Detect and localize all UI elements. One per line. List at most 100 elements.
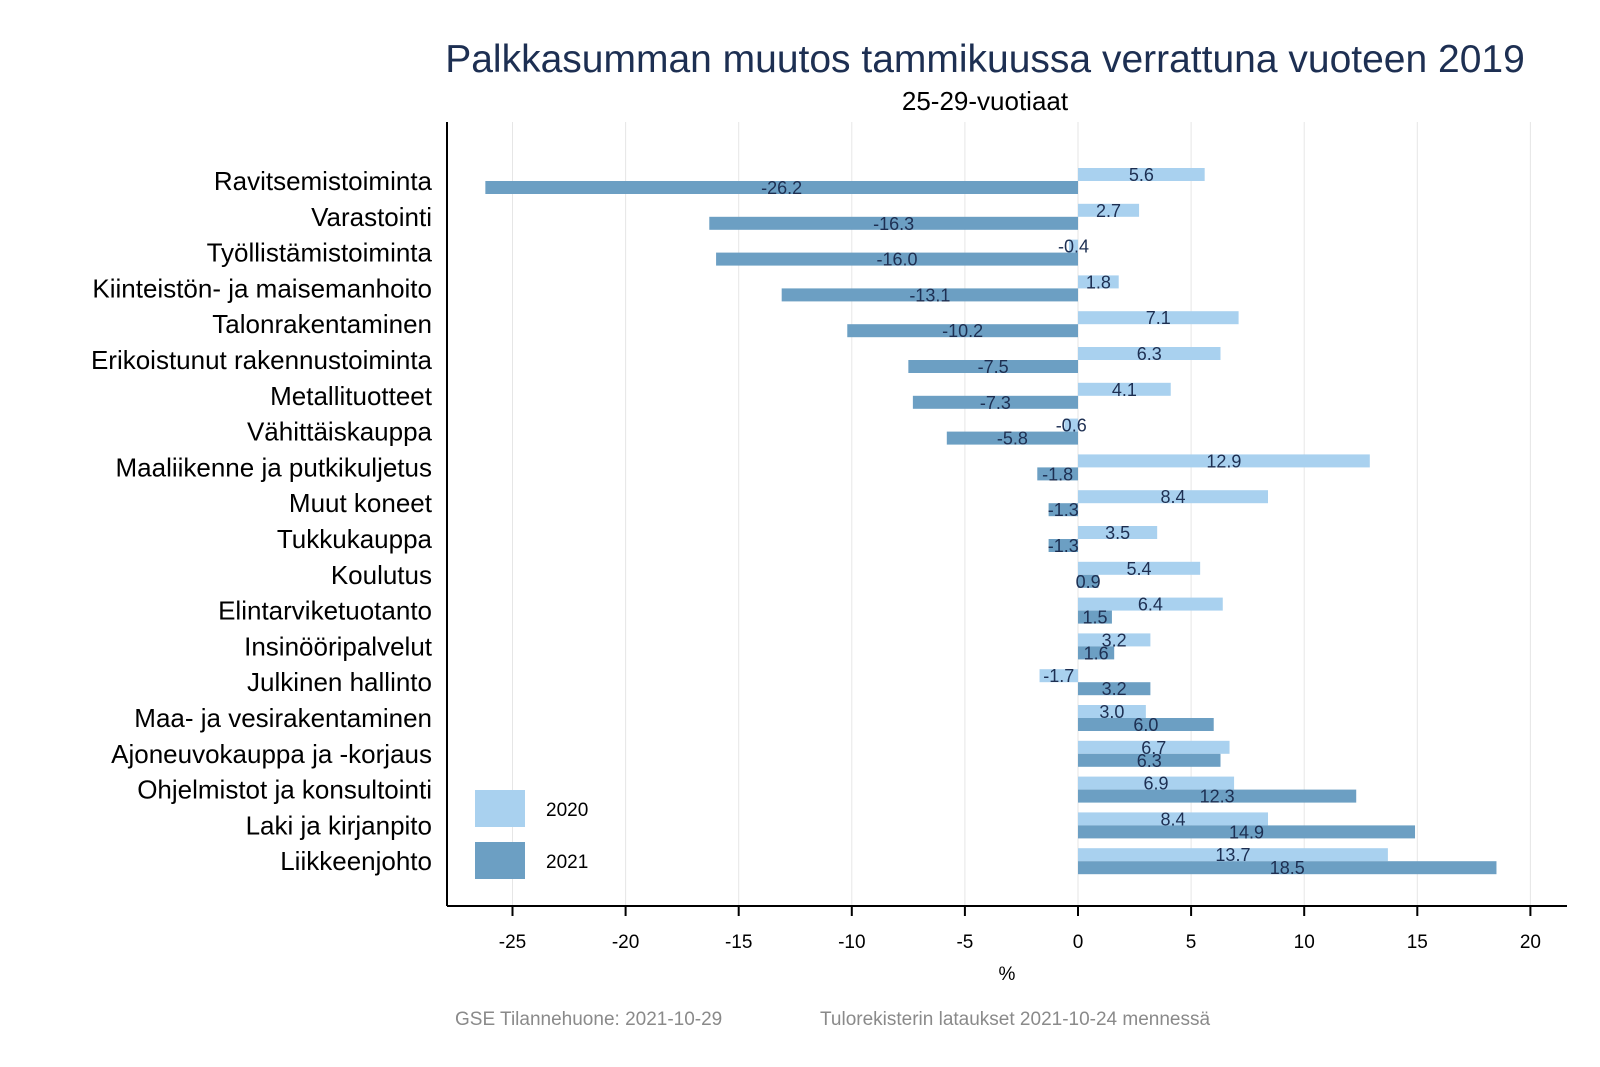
data-label-2020: 6.4 — [1138, 595, 1163, 615]
data-label-2021: 1.6 — [1084, 643, 1109, 663]
data-label-2021: -1.3 — [1048, 536, 1079, 556]
bar-2020 — [1078, 561, 1201, 575]
data-label-2021: -1.3 — [1048, 500, 1079, 520]
data-label-2021: -16.3 — [873, 214, 914, 234]
category-label: Tukkukauppa — [277, 524, 433, 554]
x-tick-label: -20 — [612, 932, 639, 953]
x-tick-label: 20 — [1520, 932, 1541, 953]
bar-2021 — [1078, 682, 1151, 696]
category-label: Liikkeenjohto — [280, 846, 432, 876]
data-label-2021: 6.0 — [1133, 715, 1158, 735]
x-axis-label: % — [999, 964, 1016, 985]
category-label: Insinööripalvelut — [244, 631, 433, 661]
data-label-2020: 3.2 — [1102, 630, 1127, 650]
bar-2021 — [1048, 539, 1078, 552]
bar-2021 — [1037, 467, 1078, 481]
data-label-2021: 1.5 — [1082, 608, 1107, 628]
legend-label-2020: 2020 — [546, 800, 588, 821]
bar-2021 — [781, 288, 1078, 302]
category-label: Koulutus — [331, 560, 432, 590]
bar-2021 — [908, 360, 1078, 373]
category-label: Ohjelmistot ja konsultointi — [137, 775, 432, 805]
x-tick-label: 10 — [1294, 932, 1315, 953]
bar-2021 — [709, 216, 1078, 230]
x-tick-label: -25 — [499, 932, 526, 953]
bar-2020 — [1078, 382, 1171, 396]
category-label: Työllistämistoiminta — [207, 238, 433, 268]
bar-2020 — [1078, 705, 1146, 718]
bar-2020 — [1078, 526, 1158, 539]
bar-2021 — [1078, 789, 1357, 803]
category-label: Maaliikenne ja putkikuljetus — [115, 452, 432, 482]
bar-2021 — [1078, 753, 1221, 767]
footer-note: Tulorekisterin lataukset 2021-10-24 menn… — [820, 1009, 1210, 1030]
data-label-2021: 6.3 — [1137, 751, 1162, 771]
data-label-2020: -0.6 — [1056, 416, 1087, 436]
data-label-2021: -16.0 — [877, 250, 918, 270]
data-label-2021: -7.3 — [980, 393, 1011, 413]
grid-lines — [512, 122, 1531, 906]
data-label-2021: 0.9 — [1076, 572, 1101, 592]
data-label-2020: 1.8 — [1086, 272, 1111, 292]
category-label: Varastointi — [311, 202, 432, 232]
x-tick-label: -15 — [725, 932, 752, 953]
bar-2020 — [1078, 812, 1269, 826]
category-label: Talonrakentaminen — [212, 309, 432, 339]
category-labels: Ravitsemistoiminta Varastointi Työllistämi… — [91, 166, 433, 876]
x-tick-label: 5 — [1186, 932, 1197, 953]
bar-2020 — [1039, 669, 1078, 683]
bar-2020 — [1078, 776, 1235, 790]
bar-2020 — [1078, 740, 1230, 754]
data-label-2020: 6.9 — [1144, 774, 1169, 794]
chart-subtitle: 25-29-vuotiaat — [902, 86, 1069, 116]
legend-swatch-2020 — [475, 790, 525, 827]
chart-title: Palkkasumman muutos tammikuussa verrattu… — [445, 38, 1525, 81]
legend: 2020 2021 — [475, 790, 588, 879]
bar-2020 — [1078, 168, 1205, 181]
legend-swatch-2021 — [475, 842, 525, 879]
bar-2021 — [1078, 861, 1497, 875]
bar-2020 — [1064, 418, 1078, 432]
bar-2021 — [1078, 825, 1416, 839]
footer-source: GSE Tilannehuone: 2021-10-29 — [455, 1009, 722, 1030]
data-label-2020: 6.3 — [1137, 344, 1162, 364]
data-label-2020: 5.6 — [1129, 165, 1154, 185]
data-label-2021: 3.2 — [1102, 679, 1127, 699]
data-label-2020: 8.4 — [1160, 487, 1185, 507]
category-label: Kiinteistön- ja maisemanhoito — [92, 273, 432, 303]
bar-2021 — [1078, 574, 1099, 588]
data-label-2020: 8.4 — [1160, 809, 1185, 829]
legend-label-2021: 2021 — [546, 852, 588, 873]
category-label: Julkinen hallinto — [247, 667, 432, 697]
bar-2021 — [1078, 610, 1112, 624]
x-tick-label: 15 — [1407, 932, 1428, 953]
x-axis-ticks: -25 -20 -15 -10 -5 0 5 10 15 20 — [499, 906, 1541, 953]
data-label-2021: -1.8 — [1042, 464, 1073, 484]
bar-2020 — [1078, 597, 1223, 611]
data-label-2020: -0.4 — [1058, 237, 1089, 257]
bar-2021 — [1078, 718, 1214, 731]
data-labels: 5.6 -26.2 2.7 -16.3 -0.4 -16.0 1.8 -13.1 7.1 -10.… — [761, 165, 1305, 878]
bar-2020 — [1078, 311, 1239, 325]
data-label-2021: -5.8 — [997, 429, 1028, 449]
data-label-2020: 2.7 — [1096, 201, 1121, 221]
category-label: Metallituotteet — [270, 381, 433, 411]
category-label: Ravitsemistoiminta — [214, 166, 433, 196]
bar-2021 — [1048, 503, 1078, 517]
data-label-2021: -26.2 — [761, 178, 802, 198]
data-label-2020: 3.0 — [1099, 702, 1124, 722]
bar-2021 — [946, 431, 1078, 445]
data-label-2021: -13.1 — [909, 285, 950, 305]
bar-2021 — [716, 252, 1078, 266]
bar-2021 — [1078, 646, 1115, 660]
data-label-2020: 4.1 — [1112, 380, 1137, 400]
category-label: Erikoistunut rakennustoiminta — [91, 345, 433, 375]
x-tick-label: -10 — [838, 932, 865, 953]
data-label-2020: 5.4 — [1127, 559, 1152, 579]
category-label: Ajoneuvokauppa ja -korjaus — [111, 739, 432, 769]
category-label: Elintarviketuotanto — [218, 596, 432, 626]
data-label-2020: 7.1 — [1146, 308, 1171, 328]
data-label-2020: 12.9 — [1206, 451, 1241, 471]
data-label-2021: -7.5 — [978, 357, 1009, 377]
